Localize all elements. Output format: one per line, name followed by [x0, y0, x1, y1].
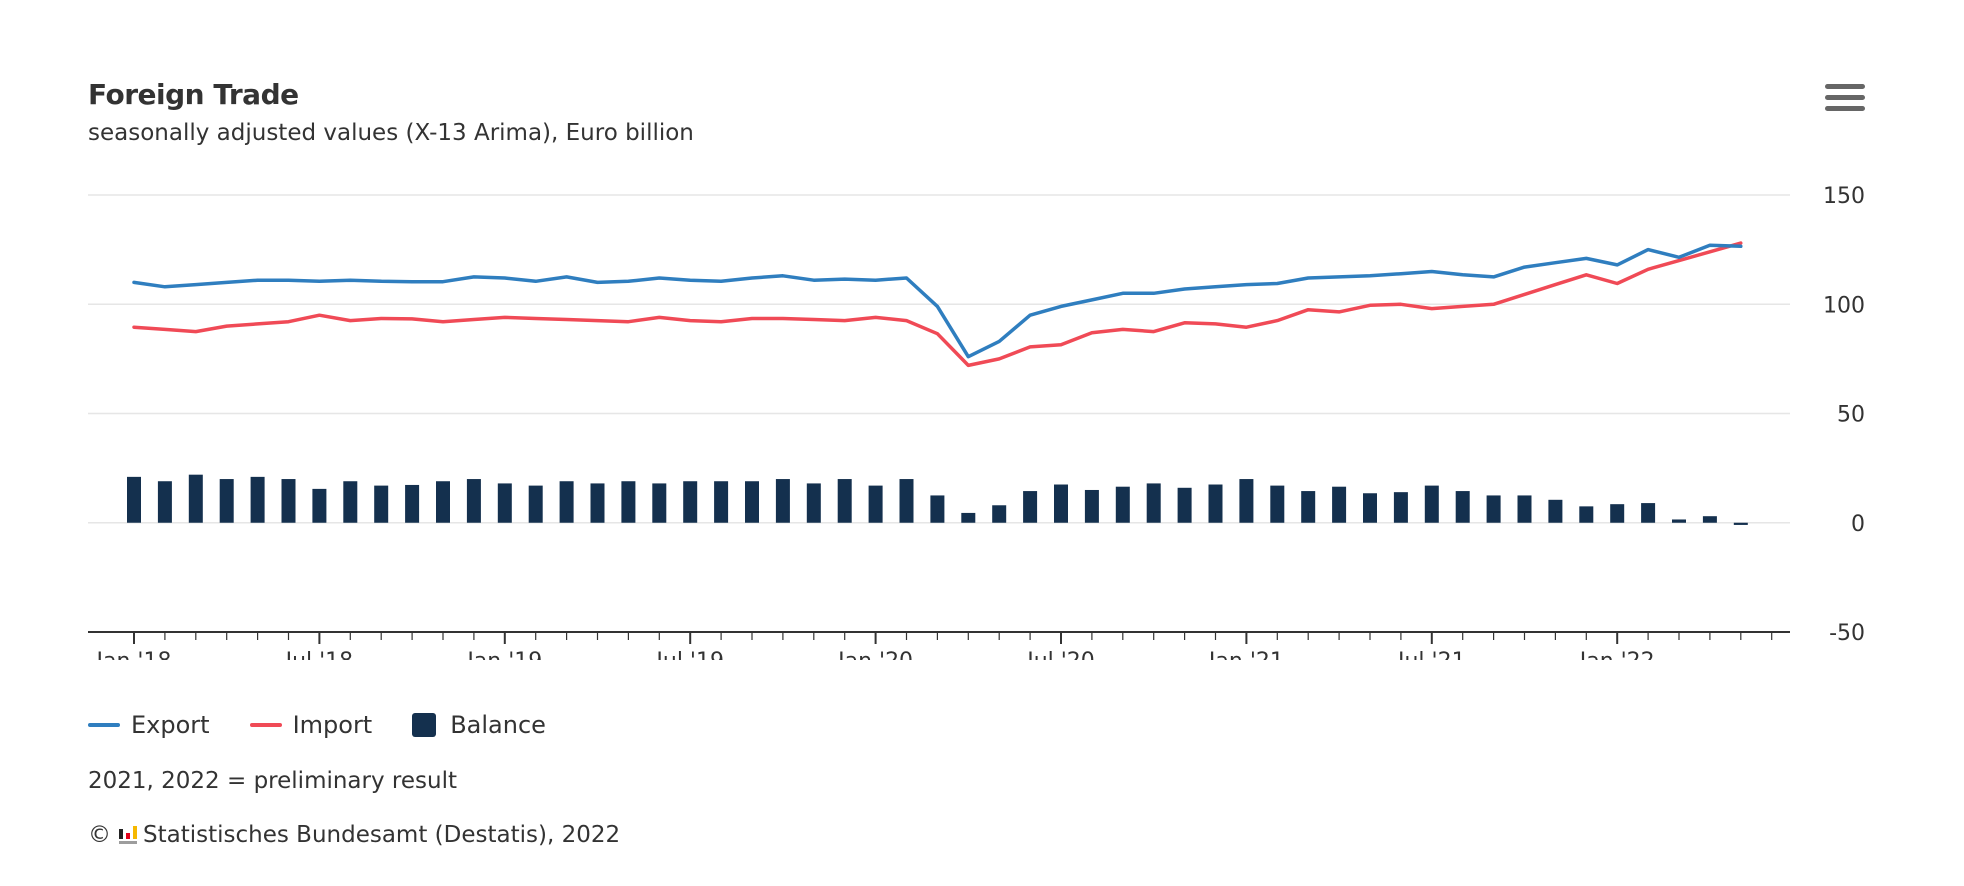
- balance-bar: [1579, 506, 1594, 523]
- balance-bar: [745, 481, 759, 523]
- balance-bar: [775, 479, 790, 523]
- balance-bar: [1393, 492, 1408, 523]
- chart-container: [56, 50, 1901, 880]
- balance-bar: [1424, 485, 1439, 523]
- legend-label-import: Import: [292, 711, 373, 739]
- balance-bar: [992, 505, 1007, 523]
- balance-bar: [343, 481, 358, 523]
- balance-bar: [837, 479, 852, 523]
- series-lines: [132, 241, 1743, 368]
- balance-bar: [899, 479, 914, 523]
- chart-note: 2021, 2022 = preliminary result: [88, 768, 457, 794]
- balance-bar: [312, 488, 327, 523]
- balance-bar: [374, 485, 389, 523]
- y-tick-label: -50: [1829, 621, 1865, 646]
- hamburger-icon-bar: [1825, 84, 1865, 89]
- balance-bar: [1301, 491, 1316, 523]
- copyright-symbol: ©: [88, 822, 111, 848]
- x-tick-label: Jul '20: [1025, 649, 1095, 660]
- x-tick-label: Jul '21: [1396, 649, 1466, 660]
- balance-bar: [466, 479, 481, 523]
- chart-context-menu-button[interactable]: [1825, 84, 1865, 114]
- balance-bar: [868, 485, 883, 523]
- balance-bar: [497, 483, 512, 523]
- x-tick-label: Jul '18: [284, 649, 354, 660]
- balance-bar: [1208, 484, 1223, 523]
- x-tick-label: Jan '22: [1578, 649, 1655, 660]
- legend: Export Import Balance: [88, 708, 586, 742]
- x-tick-label: Jan '20: [836, 649, 913, 660]
- destatis-logo-icon: [119, 826, 137, 844]
- balance-bars: [127, 474, 1748, 525]
- balance-bar: [806, 483, 821, 523]
- x-tick-label: Jul '19: [654, 649, 724, 660]
- balance-bar: [1146, 483, 1161, 523]
- x-tick-label: Jan '18: [95, 649, 172, 660]
- balance-bar: [930, 495, 945, 523]
- legend-item-import[interactable]: Import: [249, 711, 373, 739]
- y-tick-label: 50: [1837, 403, 1865, 428]
- grid-lines: [88, 194, 1790, 524]
- chart-credits[interactable]: © Statistisches Bundesamt (Destatis), 20…: [88, 822, 620, 848]
- x-tick-label: Jan '21: [1207, 649, 1284, 660]
- series-line-import: [132, 241, 1743, 368]
- balance-bar: [1084, 489, 1099, 523]
- balance-bar: [1455, 491, 1470, 523]
- legend-symbol-import: [249, 723, 282, 727]
- balance-bar: [1641, 503, 1656, 523]
- balance-bar: [528, 485, 543, 523]
- balance-bar: [1486, 495, 1501, 523]
- balance-bar: [1610, 504, 1625, 523]
- balance-bar: [1363, 493, 1377, 523]
- chart-title: Foreign Trade: [88, 78, 299, 111]
- balance-bar: [1177, 487, 1192, 523]
- y-tick-label: 0: [1851, 512, 1865, 537]
- balance-bar: [405, 484, 420, 523]
- legend-symbol-balance: [412, 713, 437, 737]
- chart-subtitle: seasonally adjusted values (X-13 Arima),…: [88, 120, 694, 146]
- legend-symbol-export: [88, 723, 120, 727]
- hamburger-icon-bar: [1825, 95, 1865, 100]
- balance-bar: [1548, 499, 1563, 523]
- balance-bar: [157, 481, 172, 523]
- credits-text: Statistisches Bundesamt (Destatis), 2022: [143, 822, 621, 848]
- legend-label-balance: Balance: [450, 711, 546, 739]
- legend-item-balance[interactable]: Balance: [412, 711, 546, 739]
- y-axis-labels: 150 100 50 0 -50: [1823, 184, 1865, 646]
- balance-bar: [714, 481, 729, 523]
- balance-bar: [219, 479, 234, 523]
- hamburger-icon-bar: [1825, 106, 1865, 111]
- legend-label-export: Export: [131, 711, 210, 739]
- balance-bar: [683, 481, 698, 523]
- y-tick-label: 100: [1823, 293, 1865, 318]
- balance-bar: [590, 483, 605, 523]
- balance-bar: [1517, 495, 1532, 523]
- balance-bar: [961, 512, 976, 523]
- x-axis: Jan '18 Jul '18 Jan '19 Jul '19 Jan '20 Jul '…: [88, 631, 1790, 660]
- balance-bar: [559, 481, 574, 523]
- balance-bar: [127, 476, 141, 523]
- balance-bar: [188, 474, 203, 523]
- x-tick-label: Jan '19: [465, 649, 542, 660]
- balance-bar: [652, 483, 667, 523]
- balance-bar: [436, 481, 450, 523]
- balance-bar: [621, 481, 636, 523]
- balance-bar: [1023, 491, 1038, 523]
- balance-bar: [281, 479, 296, 523]
- balance-bar: [1054, 484, 1068, 523]
- y-tick-label: 150: [1823, 184, 1865, 209]
- balance-bar: [1239, 479, 1254, 523]
- series-line-export: [132, 243, 1743, 359]
- balance-bar: [1702, 516, 1717, 523]
- balance-bar: [250, 476, 265, 523]
- balance-bar: [1672, 519, 1686, 523]
- balance-bar: [1733, 522, 1748, 525]
- balance-bar: [1115, 486, 1130, 523]
- legend-item-export[interactable]: Export: [88, 711, 210, 739]
- balance-bar: [1270, 485, 1285, 523]
- balance-bar: [1332, 486, 1347, 523]
- chart-plot: Jan '18 Jul '18 Jan '19 Jul '19 Jan '20 Jul '…: [88, 184, 1865, 660]
